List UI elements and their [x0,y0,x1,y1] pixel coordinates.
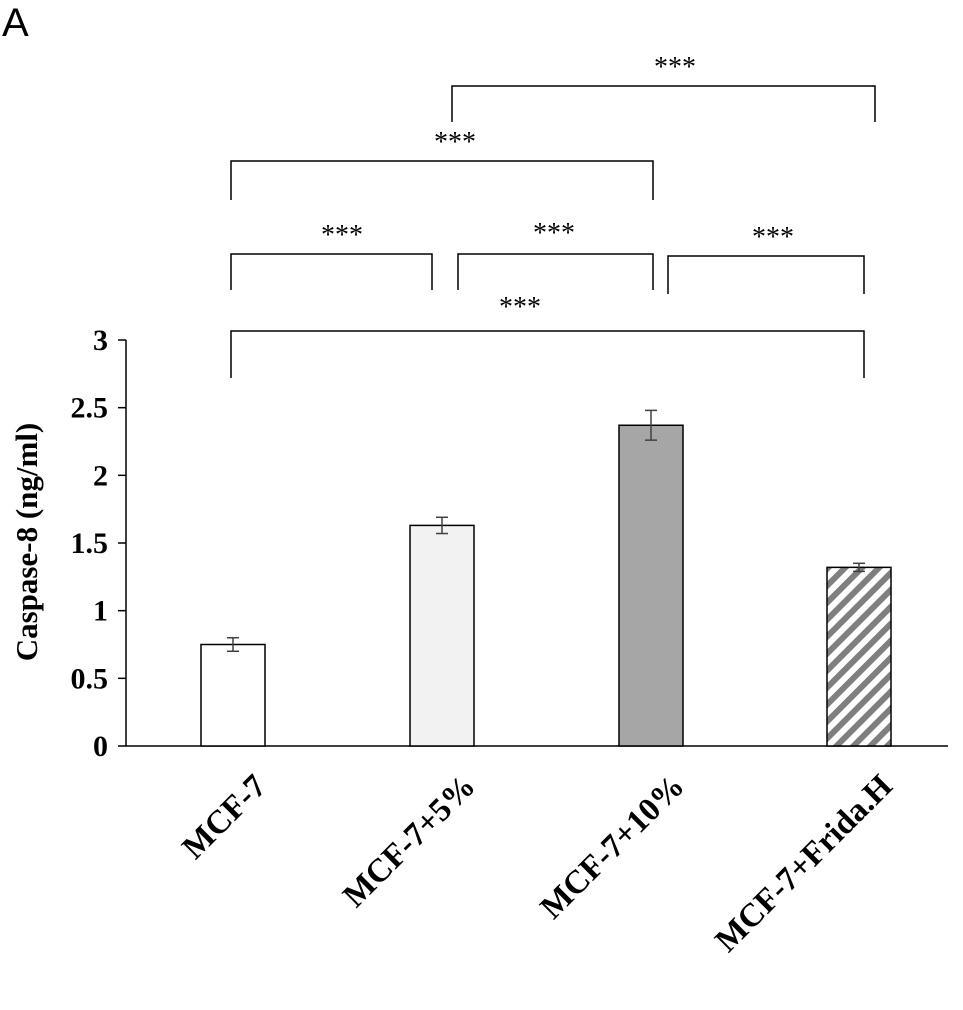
significance-label: *** [654,52,696,83]
bar [200,643,266,747]
bar [618,424,684,747]
y-tick-label: 1 [93,595,108,628]
significance-bracket [667,255,865,294]
significance-brackets: *** *** *** *** *** *** [230,52,876,378]
significance-label: *** [321,220,363,251]
y-tick-label: 2 [93,459,108,492]
significance-bracket [230,160,654,200]
y-tick-label: 0.5 [71,662,109,695]
y-tick-label: 1.5 [71,527,109,560]
significance-bracket [451,85,876,122]
bars: MCF-7 MCF-7+5% MCF-7+10% MCF-7+Frida.H [176,409,900,959]
x-category-label: MCF-7+5% [336,768,482,914]
axes: 0 0.5 1 1.5 2 2.5 3 [71,324,948,763]
significance-label: *** [499,292,541,323]
panel-label: A [2,1,29,45]
significance-bracket [230,330,865,378]
x-category-label: MCF-7+10% [534,768,692,926]
bar [409,524,475,747]
x-category-label: MCF-7 [176,768,274,866]
significance-bracket [230,253,433,290]
y-tick-label: 2.5 [71,392,109,425]
significance-label: *** [533,218,575,249]
significance-bracket [457,253,654,290]
significance-label: *** [434,127,476,158]
significance-label: *** [752,222,794,253]
y-tick-label: 0 [93,730,108,763]
y-tick-label: 3 [93,324,108,357]
y-axis-label: Caspase-8 (ng/ml) [9,423,44,662]
x-category-label: MCF-7+Frida.H [709,768,900,959]
bar [826,566,892,747]
